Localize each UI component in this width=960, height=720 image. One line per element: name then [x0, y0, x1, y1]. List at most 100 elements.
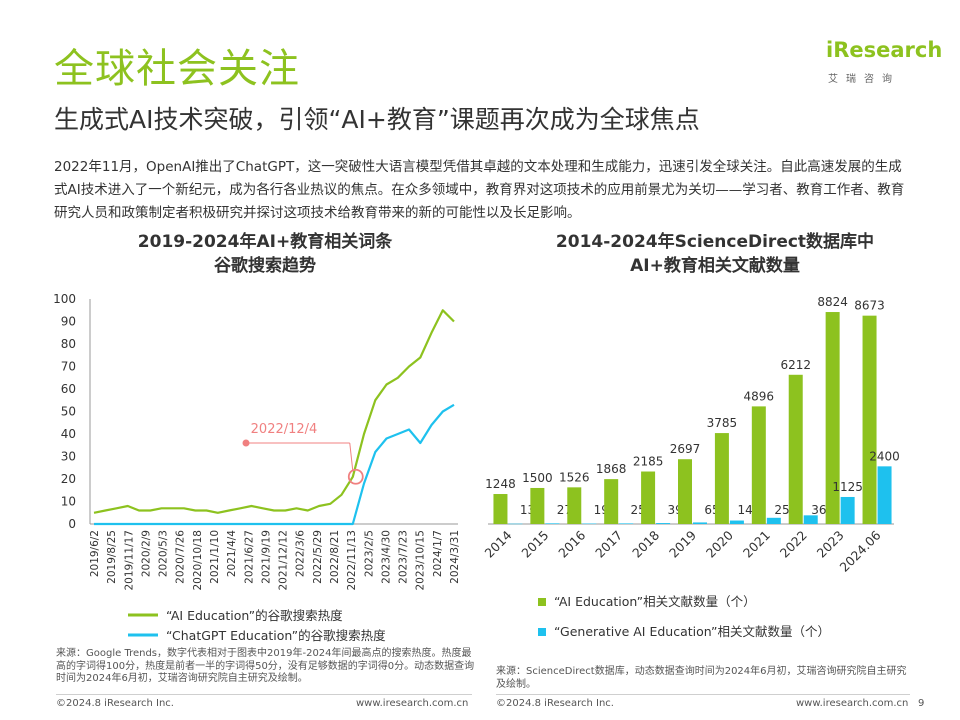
bar-ai-education — [604, 479, 619, 524]
bar-ai-education — [751, 406, 766, 524]
bar-genai-education — [840, 496, 855, 524]
page-title: 全球社会关注 — [54, 46, 300, 92]
bar-genai-education — [693, 522, 707, 524]
line-chart-x-tick-label: 2023/2/5 — [363, 530, 375, 577]
line-chart-x-tick-label: 2019/11/17 — [123, 530, 135, 591]
bar-ai-education — [641, 471, 656, 524]
bar-ai-education — [862, 315, 877, 524]
bar-data-label: 1248 — [485, 477, 516, 491]
line-legend-label-2: “ChatGPT Education”的谷歌搜索热度 — [166, 628, 386, 643]
line-chart-x-tick-label: 2021/4/4 — [226, 530, 238, 577]
bar-ai-education — [567, 487, 582, 524]
line-chart-y-tick-label: 60 — [61, 382, 76, 396]
bar-chart-title: 2014-2024年ScienceDirect数据库中 AI+教育相关文献数量 — [520, 230, 910, 278]
bar-data-label: 6212 — [780, 358, 811, 372]
line-chart-y-tick-label: 90 — [61, 315, 76, 329]
bar-legend-swatch-1 — [538, 598, 546, 606]
line-chart-x-tick-label: 2020/2/9 — [140, 530, 152, 577]
line-chart-x-tick-label: 2023/4/30 — [380, 530, 392, 584]
source-note-left: 来源：Google Trends，数字代表相对于图表中2019年-2024年间最… — [56, 648, 475, 684]
bar-chart-title-line2: AI+教育相关文献数量 — [630, 256, 800, 276]
annotation-circle — [347, 468, 364, 485]
bar-chart-x-tick-label: 2022 — [777, 528, 810, 561]
bar-chart-title-line1: 2014-2024年ScienceDirect数据库中 — [555, 232, 875, 252]
line-chart-x-tick-label: 2020/5/3 — [158, 530, 170, 577]
line-chart-x-tick-label: 2020/10/18 — [192, 530, 204, 591]
annotation-label: 2022/12/4 — [251, 422, 318, 437]
line-chart-title-line2: 谷歌搜索趋势 — [214, 256, 316, 276]
bar-chart-x-tick-label: 2016 — [555, 527, 588, 560]
footer-url-left[interactable]: www.iresearch.com.cn — [356, 698, 469, 709]
bar-data-label: 1125 — [832, 480, 863, 494]
bar-genai-education — [619, 523, 634, 524]
bar-genai-education — [545, 523, 560, 524]
bar-genai-education — [803, 515, 818, 524]
bar-chart-x-tick-label: 2023 — [814, 528, 847, 561]
line-chart-y-tick-label: 80 — [61, 337, 76, 351]
line-chart-x-tick-label: 2024/3/31 — [449, 530, 461, 584]
line-chart-series-1 — [93, 309, 455, 514]
bar-data-label: 8673 — [854, 299, 885, 313]
line-chart-x-tick-label: 2021/1/10 — [209, 530, 221, 584]
bar-chart-x-tick-label: 2017 — [592, 528, 625, 561]
line-chart-title: 2019-2024年AI+教育相关词条 谷歌搜索趋势 — [100, 230, 430, 278]
sciencedirect-bar-chart: 1248132014150027201515261920161868252017… — [481, 295, 899, 639]
bar-chart-x-tick-label: 2020 — [703, 527, 736, 560]
line-legend-label-1: “AI Education”的谷歌搜索热度 — [166, 608, 343, 623]
line-chart-y-tick-label: 10 — [61, 495, 76, 509]
bar-legend-swatch-2 — [538, 628, 546, 636]
bar-chart-x-tick-label: 2024.06 — [837, 527, 884, 574]
bar-legend-label-1: “AI Education”相关文献数量（个） — [554, 594, 756, 609]
footer-copyright-left: ©2024.8 iResearch Inc. — [56, 698, 174, 709]
footer-divider-right — [496, 694, 910, 695]
bar-data-label: 4896 — [744, 389, 775, 403]
bar-genai-education — [729, 520, 744, 524]
bar-chart-x-tick-label: 2015 — [518, 528, 551, 561]
line-chart-y-tick-label: 100 — [53, 292, 76, 306]
bar-ai-education — [825, 312, 840, 524]
intro-paragraph: 2022年11月，OpenAI推出了ChatGPT，这一突破性大语言模型凭借其卓… — [54, 159, 905, 221]
line-chart-series-2 — [94, 403, 455, 526]
page-number: 9 — [918, 698, 925, 709]
footer-url-right[interactable]: www.iresearch.com.cn — [796, 698, 909, 709]
annotation-leader-v — [349, 442, 354, 471]
line-chart-y-tick-label: 30 — [61, 450, 76, 464]
line-chart-title-line1: 2019-2024年AI+教育相关词条 — [137, 232, 393, 252]
line-chart-x-tick-label: 2024/1/7 — [432, 530, 444, 577]
line-chart-y-tick-label: 70 — [61, 360, 76, 374]
bar-data-label: 8824 — [817, 295, 848, 309]
line-chart-y-tick-label: 40 — [61, 427, 76, 441]
line-chart-x-tick-label: 2021/6/27 — [243, 530, 255, 584]
line-chart-x-tick-label: 2022/3/6 — [295, 530, 307, 577]
bar-genai-education — [656, 523, 671, 524]
bar-data-label: 1526 — [559, 470, 590, 484]
line-chart-x-tick-label: 2022/5/29 — [312, 530, 324, 584]
brand-logo-subtitle: 艾瑞咨询 — [828, 74, 900, 85]
line-chart-y-tick-label: 20 — [61, 472, 76, 486]
line-chart-x-tick-label: 2023/10/15 — [415, 530, 427, 591]
source-note-right: 来源：ScienceDirect数据库，动态数据查询时间为2024年6月初，艾瑞… — [496, 666, 907, 690]
bar-ai-education — [714, 433, 729, 524]
bar-genai-education — [508, 523, 523, 525]
bar-genai-education — [582, 523, 597, 525]
line-chart-x-tick-label: 2022/11/13 — [346, 530, 358, 591]
line-chart-y-tick-label: 0 — [68, 517, 76, 531]
bar-chart-x-tick-label: 2014 — [481, 527, 514, 560]
line-chart-x-tick-label: 2020/7/26 — [175, 530, 187, 584]
line-chart-x-tick-label: 2019/8/25 — [106, 530, 118, 584]
bar-genai-education — [877, 466, 892, 524]
line-chart-x-tick-label: 2021/12/12 — [278, 530, 290, 591]
bar-ai-education — [530, 487, 545, 524]
bar-data-label: 1868 — [596, 462, 627, 476]
bar-data-label: 3785 — [707, 416, 738, 430]
bar-ai-education — [678, 459, 692, 524]
bar-chart-x-tick-label: 2021 — [740, 528, 773, 561]
line-chart-y-tick-label: 50 — [61, 405, 76, 419]
line-chart-x-tick-label: 2021/9/19 — [260, 530, 272, 584]
brand-logo: iResearch — [826, 38, 943, 62]
bar-data-label: 2185 — [633, 455, 664, 469]
line-chart-x-tick-label: 2022/8/21 — [329, 530, 341, 584]
page-subtitle: 生成式AI技术突破，引领“AI+教育”课题再次成为全球焦点 — [54, 105, 700, 134]
footer-divider-left — [56, 694, 472, 695]
line-chart-x-tick-label: 2023/7/23 — [398, 530, 410, 584]
